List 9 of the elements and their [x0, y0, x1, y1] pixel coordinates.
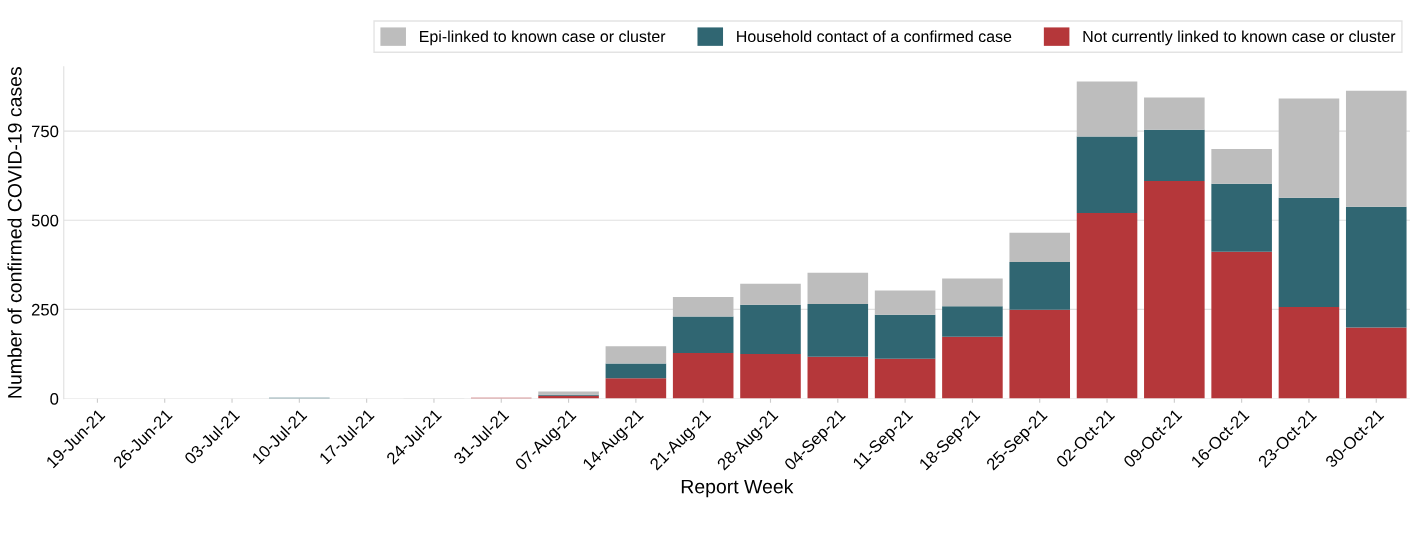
y-tick-label: 0	[50, 392, 59, 405]
y-tick-label: 250	[31, 303, 59, 316]
legend-label: Household contact of a confirmed case	[737, 30, 1012, 43]
legend-label: Not currently linked to known case or cluster	[1083, 30, 1396, 46]
x-axis-title: Report Week	[681, 479, 794, 498]
legend-label: Epi-linked to known case or cluster	[420, 30, 666, 46]
y-tick-label: 750	[31, 125, 59, 138]
y-axis-title: Number of confirmed COVID-19 cases	[7, 67, 22, 398]
y-tick-label: 500	[31, 214, 59, 227]
